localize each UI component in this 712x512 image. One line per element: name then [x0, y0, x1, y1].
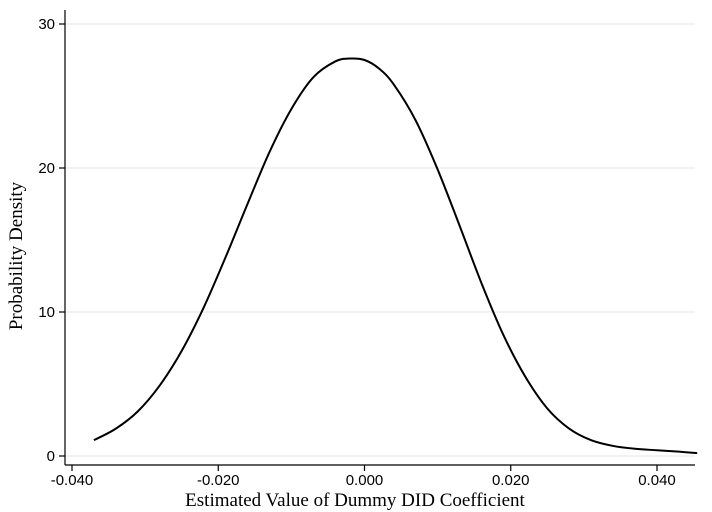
y-tick-label: 20 [38, 160, 55, 177]
y-axis-ticks: 0 10 20 30 [38, 16, 65, 465]
x-axis-ticks: -0.040 -0.020 0.000 0.020 0.040 [51, 465, 676, 489]
x-tick-label: 0.020 [492, 472, 530, 489]
x-tick-label: 0.000 [346, 472, 384, 489]
y-tick-label: 10 [38, 304, 55, 321]
x-tick-label: -0.040 [51, 472, 94, 489]
y-axis-title: Probability Density [6, 181, 27, 330]
x-tick-label: -0.020 [197, 472, 240, 489]
y-tick-label: 30 [38, 16, 55, 33]
grid-lines [65, 23, 695, 457]
y-tick-label: 0 [47, 448, 55, 465]
x-tick-label: 0.040 [638, 472, 676, 489]
density-curve [93, 57, 698, 455]
x-axis-title: Estimated Value of Dummy DID Coefficient [185, 490, 525, 511]
